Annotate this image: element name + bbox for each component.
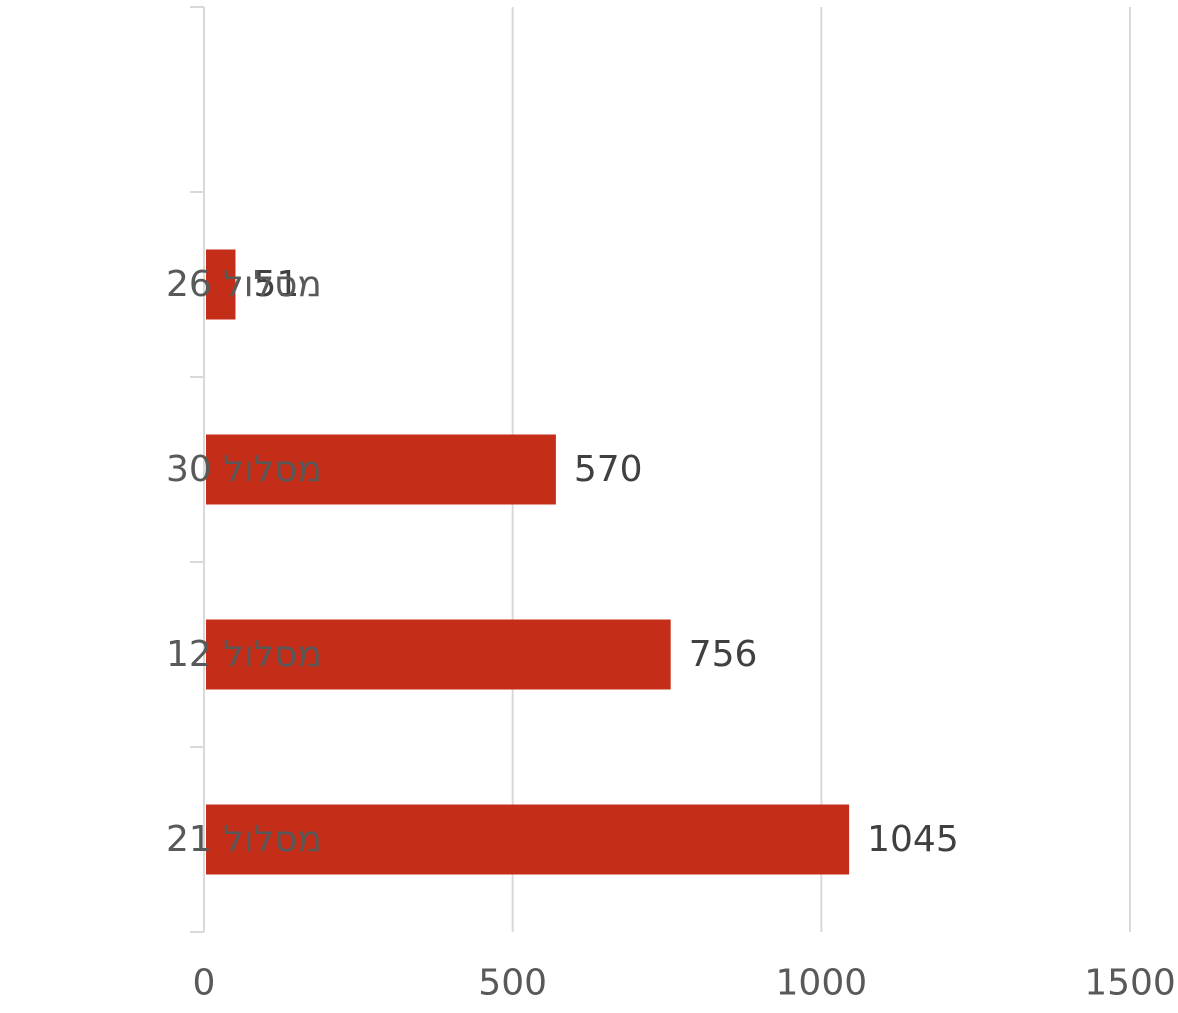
bar-2 [206, 619, 671, 690]
bar-4 [206, 249, 236, 320]
category-label-2: מסלול 12 [166, 634, 322, 675]
bar-1 [206, 804, 850, 875]
data-label-1: 1045 [867, 819, 959, 860]
category-label-3: מסלול 30 [166, 449, 322, 490]
data-label-3: 570 [574, 449, 643, 490]
category-label-4: מסלול 26 [166, 264, 322, 305]
data-label-2: 756 [689, 634, 758, 675]
data-labels: 1045 756 570 51 [253, 264, 958, 860]
data-label-4: 51 [253, 264, 299, 305]
category-axis [190, 6, 205, 933]
x-tick-label-500: 500 [478, 963, 547, 1004]
category-labels: מסלול 21 מסלול 12 מסלול 30 מסלול 26 [166, 264, 322, 860]
bars [206, 249, 850, 875]
x-axis-ticks: 0 500 1000 1500 [193, 963, 1176, 1004]
x-tick-label-0: 0 [193, 963, 216, 1004]
category-label-1: מסלול 21 [166, 819, 322, 860]
x-tick-label-1500: 1500 [1084, 963, 1176, 1004]
x-tick-label-1000: 1000 [776, 963, 868, 1004]
bar-3 [206, 434, 556, 505]
